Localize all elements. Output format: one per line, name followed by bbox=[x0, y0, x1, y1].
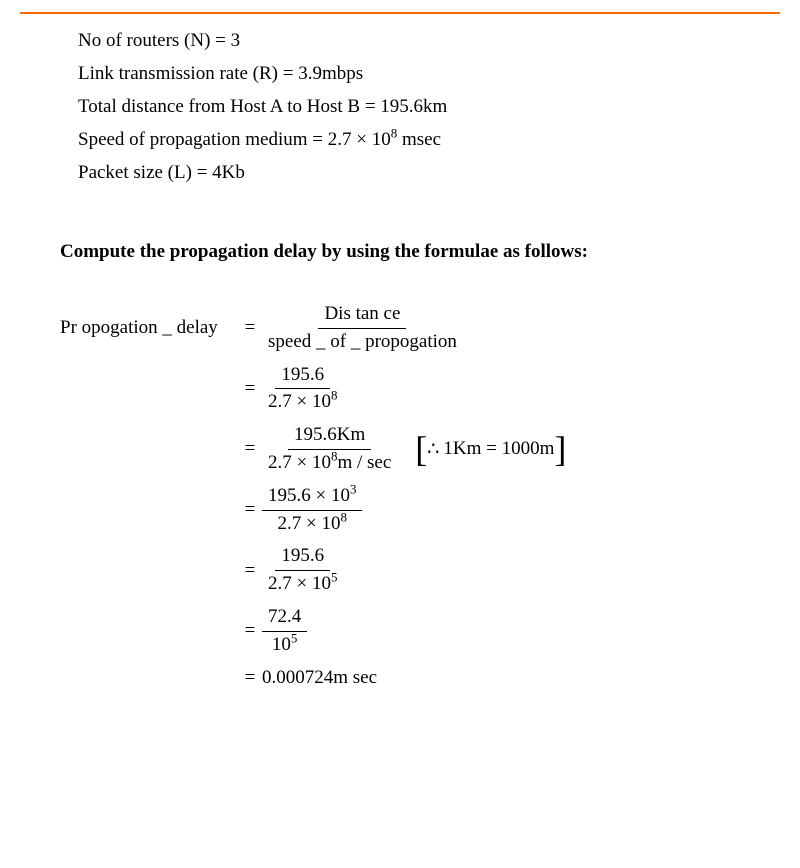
top-rule bbox=[20, 12, 780, 14]
fraction-4-num: 195.6 × 103 bbox=[262, 485, 362, 511]
deriv-step-1: Pr opogation _ delay = Dis tan ce speed … bbox=[60, 303, 760, 354]
fraction-2-den-exp: 8 bbox=[331, 388, 338, 403]
fraction-6-den-pre: 10 bbox=[272, 634, 291, 655]
fraction-5-den: 2.7 × 105 bbox=[262, 571, 343, 596]
fraction-6-num: 72.4 bbox=[262, 606, 307, 632]
fraction-4-num-pre: 195.6 × 10 bbox=[268, 485, 350, 506]
bracket-right: ] bbox=[554, 431, 566, 467]
fraction-3-den-pre: 2.7 × 10 bbox=[268, 452, 331, 473]
result-value: 0.000724m sec bbox=[262, 667, 377, 689]
fraction-4-den-pre: 2.7 × 10 bbox=[278, 513, 341, 534]
given-line-3: Total distance from Host A to Host B = 1… bbox=[78, 90, 760, 123]
equals-sign: = bbox=[238, 438, 262, 460]
fraction-4: 195.6 × 103 2.7 × 108 bbox=[262, 485, 362, 536]
fraction-5-num: 195.6 bbox=[275, 545, 330, 571]
fraction-4-den-exp: 8 bbox=[340, 509, 347, 524]
fraction-2: 195.6 2.7 × 108 bbox=[262, 364, 343, 415]
fraction-6: 72.4 105 bbox=[262, 606, 307, 657]
fraction-5: 195.6 2.7 × 105 bbox=[262, 545, 343, 596]
unit-note-text: 1Km = 1000m bbox=[443, 438, 554, 460]
equals-sign: = bbox=[238, 667, 262, 689]
fraction-5-den-pre: 2.7 × 10 bbox=[268, 573, 331, 594]
given-line-2: Link transmission rate (R) = 3.9mbps bbox=[78, 57, 760, 90]
fraction-6-den-exp: 5 bbox=[291, 630, 298, 645]
fraction-1-den: speed _ of _ propogation bbox=[262, 329, 463, 354]
deriv-step-5: = 195.6 2.7 × 105 bbox=[238, 545, 760, 596]
fraction-5-den-exp: 5 bbox=[331, 570, 338, 585]
bracket-left: [ bbox=[415, 431, 427, 467]
fraction-6-den: 105 bbox=[266, 632, 304, 657]
fraction-1: Dis tan ce speed _ of _ propogation bbox=[262, 303, 463, 354]
equals-sign: = bbox=[238, 560, 262, 582]
fraction-3-den: 2.7 × 108m / sec bbox=[262, 450, 397, 475]
content-area: No of routers (N) = 3 Link transmission … bbox=[78, 24, 760, 689]
lhs-label: Pr opogation _ delay bbox=[60, 317, 238, 339]
therefore-symbol: ∴ bbox=[427, 438, 439, 461]
equals-sign: = bbox=[238, 317, 262, 339]
given-line-4-post: msec bbox=[397, 129, 441, 150]
deriv-step-2: = 195.6 2.7 × 108 bbox=[238, 364, 760, 415]
fraction-2-num: 195.6 bbox=[275, 364, 330, 390]
derivation: Pr opogation _ delay = Dis tan ce speed … bbox=[60, 303, 760, 689]
equals-sign: = bbox=[238, 620, 262, 642]
fraction-3-den-post: m / sec bbox=[337, 452, 391, 473]
deriv-step-6: = 72.4 105 bbox=[238, 606, 760, 657]
fraction-2-den-pre: 2.7 × 10 bbox=[268, 391, 331, 412]
given-line-4: Speed of propagation medium = 2.7 × 108 … bbox=[78, 123, 760, 156]
given-line-1: No of routers (N) = 3 bbox=[78, 24, 760, 57]
deriv-step-4: = 195.6 × 103 2.7 × 108 bbox=[238, 485, 760, 536]
given-line-4-pre: Speed of propagation medium = 2.7 × 10 bbox=[78, 129, 391, 150]
deriv-result: = 0.000724m sec bbox=[238, 667, 760, 689]
unit-note: [ ∴ 1Km = 1000m ] bbox=[415, 431, 566, 467]
deriv-step-3: = 195.6Km 2.7 × 108m / sec [ ∴ 1Km = 100… bbox=[238, 424, 760, 475]
section-heading: Compute the propagation delay by using t… bbox=[60, 241, 760, 263]
equals-sign: = bbox=[238, 378, 262, 400]
fraction-3: 195.6Km 2.7 × 108m / sec bbox=[262, 424, 397, 475]
fraction-3-num: 195.6Km bbox=[288, 424, 371, 450]
given-line-5: Packet size (L) = 4Kb bbox=[78, 156, 760, 189]
fraction-4-num-exp: 3 bbox=[350, 481, 357, 496]
equals-sign: = bbox=[238, 499, 262, 521]
fraction-1-num: Dis tan ce bbox=[318, 303, 406, 329]
fraction-4-den: 2.7 × 108 bbox=[272, 511, 353, 536]
fraction-2-den: 2.7 × 108 bbox=[262, 389, 343, 414]
